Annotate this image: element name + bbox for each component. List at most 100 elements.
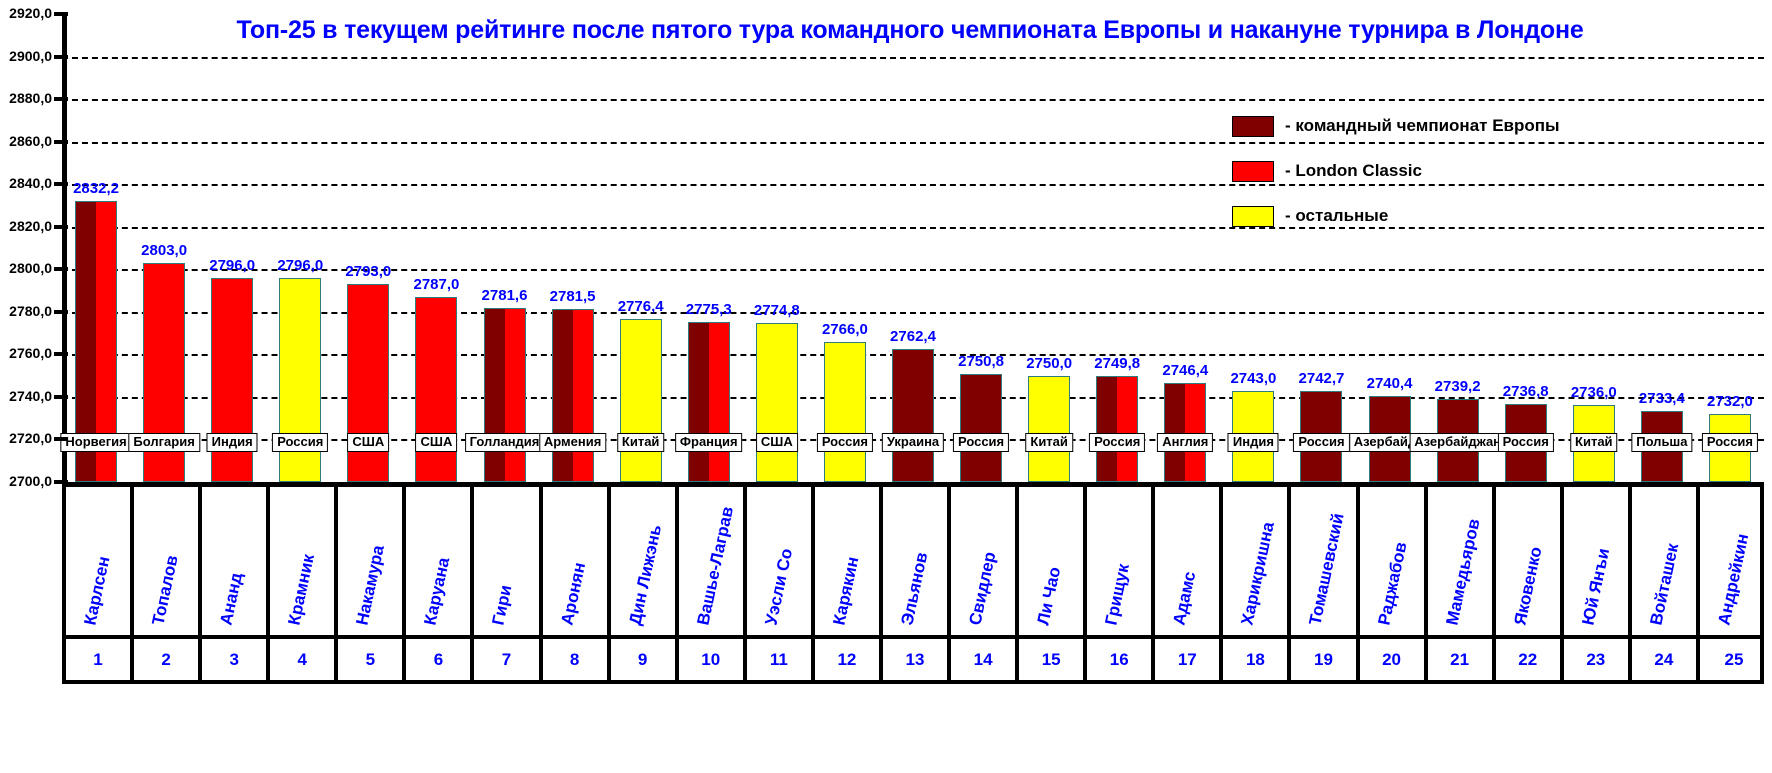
bar-value-label: 2739,2 xyxy=(1434,377,1481,395)
player-name-cell[interactable]: Адамс xyxy=(1155,487,1224,635)
rank-cell[interactable]: 8 xyxy=(543,639,611,680)
bar-segment xyxy=(824,342,865,481)
bar-segment xyxy=(416,297,457,481)
rank-cell[interactable]: 10 xyxy=(679,639,747,680)
rank-cell[interactable]: 25 xyxy=(1724,649,1744,669)
bar[interactable] xyxy=(1096,376,1139,482)
rank-cell[interactable]: 15 xyxy=(1019,639,1088,680)
rank-cell[interactable]: 1 xyxy=(66,639,135,680)
bar[interactable] xyxy=(415,296,458,482)
rank-cell[interactable]: 4 xyxy=(270,639,339,680)
country-chip: США xyxy=(755,433,798,452)
rank-cell[interactable]: 16 xyxy=(1087,639,1156,680)
player-name-label: Грищук xyxy=(1101,562,1134,627)
player-name-cell[interactable]: Каруана xyxy=(406,487,475,635)
bar[interactable] xyxy=(823,341,866,482)
bar-group: 2732,0 Россия xyxy=(1696,0,1764,482)
rank-cell[interactable]: 9 xyxy=(611,639,679,680)
bar[interactable] xyxy=(75,200,118,482)
bar-segment xyxy=(96,201,117,481)
rank-cell[interactable]: 12 xyxy=(815,639,883,680)
player-name-cell[interactable]: Юй Янъи xyxy=(1564,487,1632,635)
player-name-cell[interactable]: Гири xyxy=(474,487,543,635)
bar[interactable] xyxy=(551,308,594,482)
player-name-cell[interactable]: Яковенко xyxy=(1496,487,1564,635)
bar-segment xyxy=(756,323,797,481)
player-name-cell[interactable]: Грищук xyxy=(1087,487,1156,635)
bar-group: 2776,4 Китай xyxy=(607,0,675,482)
y-axis-tick-label: 2780,0 xyxy=(9,302,52,319)
player-name-label: Карлсен xyxy=(80,554,114,627)
bar[interactable] xyxy=(483,308,526,482)
player-name-cell[interactable]: Харикришна xyxy=(1223,487,1292,635)
bar-segment xyxy=(1185,384,1206,481)
player-name-cell[interactable]: Раджабов xyxy=(1360,487,1428,635)
bar-group: 2733,4 Польша xyxy=(1628,0,1696,482)
bar[interactable] xyxy=(755,322,798,482)
rank-cell[interactable]: 18 xyxy=(1223,639,1292,680)
player-name-cell[interactable]: Свидлер xyxy=(951,487,1020,635)
player-name-cell[interactable]: Ли Чао xyxy=(1019,487,1088,635)
legend-item-others[interactable]: - остальные xyxy=(1232,198,1772,234)
player-name-cell[interactable]: Крамник xyxy=(270,487,339,635)
player-name-cell[interactable]: Томашевский xyxy=(1291,487,1360,635)
bar[interactable] xyxy=(891,349,934,482)
bar-group: 2796,0 Россия xyxy=(266,0,334,482)
bar-group: 2803,0 Болгария xyxy=(128,0,200,482)
player-name-cell[interactable]: Эльянов xyxy=(883,487,952,635)
rank-cell[interactable]: 17 xyxy=(1155,639,1224,680)
y-axis-tick-mark xyxy=(54,182,68,187)
rank-cell[interactable]: 6 xyxy=(406,639,475,680)
bar[interactable] xyxy=(1028,375,1071,482)
rank-cell[interactable]: 20 xyxy=(1360,639,1428,680)
player-name-label: Крамник xyxy=(284,552,319,627)
country-chip: Норвегия xyxy=(60,433,132,452)
rank-cell[interactable]: 14 xyxy=(951,639,1020,680)
bar[interactable] xyxy=(347,284,390,482)
country-chip: Россия xyxy=(1089,433,1146,452)
player-name-cell[interactable]: Карлсен xyxy=(66,487,135,635)
rank-cell[interactable]: 13 xyxy=(883,639,952,680)
player-name-cell[interactable]: Дин Лижэнь xyxy=(611,487,679,635)
rank-cell[interactable]: 7 xyxy=(474,639,543,680)
bar-group: 2743,0 Индия xyxy=(1219,0,1287,482)
rank-cell[interactable]: 24 xyxy=(1632,639,1700,680)
player-name-cell[interactable]: Мамедьяров xyxy=(1428,487,1496,635)
country-chip: Индия xyxy=(1227,433,1279,452)
country-chip: Китай xyxy=(1025,433,1073,452)
rank-cell[interactable]: 21 xyxy=(1428,639,1496,680)
gridline xyxy=(62,226,1764,229)
legend-item-euro-team-championship[interactable]: - командный чемпионат Европы xyxy=(1232,108,1772,144)
bar-group: 2775,3 Франция xyxy=(674,0,743,482)
player-name-cell[interactable]: Уэсли Со xyxy=(747,487,815,635)
rank-cell[interactable]: 3 xyxy=(202,639,271,680)
bar-value-label: 2736,8 xyxy=(1502,382,1549,400)
rank-cell[interactable]: 11 xyxy=(747,639,815,680)
rank-cell[interactable]: 2 xyxy=(134,639,203,680)
player-name-cell[interactable]: Вашье-Лаграв xyxy=(679,487,747,635)
player-name-cell[interactable]: Ананд xyxy=(202,487,271,635)
bar[interactable] xyxy=(1164,383,1207,482)
player-name-cell[interactable]: Андрейкин xyxy=(1700,487,1768,635)
country-chip: Франция xyxy=(674,433,743,452)
bar-value-label: 2803,0 xyxy=(141,241,188,259)
player-name-cell[interactable]: Войташек xyxy=(1632,487,1700,635)
rank-cell[interactable]: 5 xyxy=(338,639,407,680)
country-chip: Россия xyxy=(1497,433,1554,452)
bar-group: 2740,4 Азербайдж xyxy=(1348,0,1431,482)
rank-cell[interactable]: 19 xyxy=(1291,639,1360,680)
player-name-label: Свидлер xyxy=(965,550,1000,627)
bar-group: 2832,2 Норвегия xyxy=(60,0,132,482)
y-axis-tick-label: 2820,0 xyxy=(9,217,52,234)
player-name-label: Раджабов xyxy=(1373,540,1411,627)
legend-item-london-classic[interactable]: - London Classic xyxy=(1232,153,1772,189)
rank-cell[interactable]: 22 xyxy=(1496,639,1564,680)
player-name-cell[interactable]: Карякин xyxy=(815,487,883,635)
rank-cell[interactable]: 23 xyxy=(1564,639,1632,680)
player-name-cell[interactable]: Топалов xyxy=(134,487,203,635)
bar[interactable] xyxy=(960,373,1003,482)
bar[interactable] xyxy=(687,321,730,482)
player-name-cell[interactable]: Аронян xyxy=(543,487,611,635)
player-name-cell[interactable]: Накамура xyxy=(338,487,407,635)
bar[interactable] xyxy=(619,319,662,482)
